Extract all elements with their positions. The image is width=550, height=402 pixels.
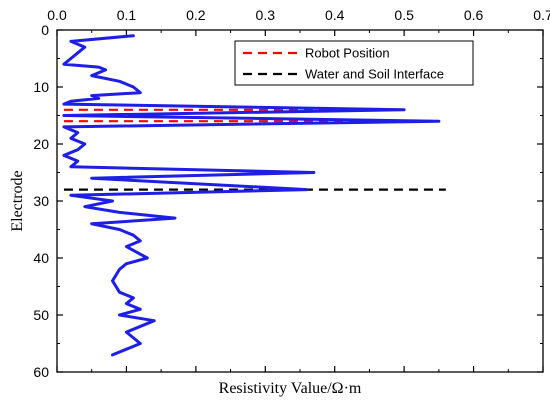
legend-box (234, 40, 474, 86)
y-tick-label: 10 (33, 79, 49, 95)
x-tick-label: 0.5 (394, 7, 414, 23)
y-tick-label: 40 (33, 250, 49, 266)
x-tick-label: 0.4 (325, 7, 345, 23)
resistivity-series-line (62, 34, 441, 357)
tick-marks (56, 29, 544, 373)
data-series (62, 34, 441, 357)
y-tick-label: 0 (41, 22, 49, 38)
x-tick-label: 0.0 (47, 7, 67, 23)
x-tick-label: 0.7 (533, 7, 550, 23)
x-tick-label: 0.3 (256, 7, 276, 23)
x-tick-labels: 0.0 0.1 0.2 0.3 0.4 0.5 0.6 0.7 (47, 7, 550, 23)
y-tick-labels: 0 10 20 30 40 50 60 (33, 22, 49, 380)
x-tick-label: 0.6 (464, 7, 484, 23)
legend: Robot Position Water and Soil Interface (234, 40, 474, 86)
x-tick-label: 0.2 (186, 7, 206, 23)
y-tick-label: 50 (33, 307, 49, 323)
y-tick-label: 20 (33, 136, 49, 152)
y-tick-label: 30 (33, 193, 49, 209)
legend-label: Robot Position (305, 46, 390, 61)
legend-label: Water and Soil Interface (305, 67, 444, 82)
x-tick-label: 0.1 (117, 7, 137, 23)
y-axis-title: Electrode (9, 170, 26, 231)
y-tick-label: 60 (33, 364, 49, 380)
x-axis-title: Resistivity Value/Ω·m (219, 380, 362, 397)
